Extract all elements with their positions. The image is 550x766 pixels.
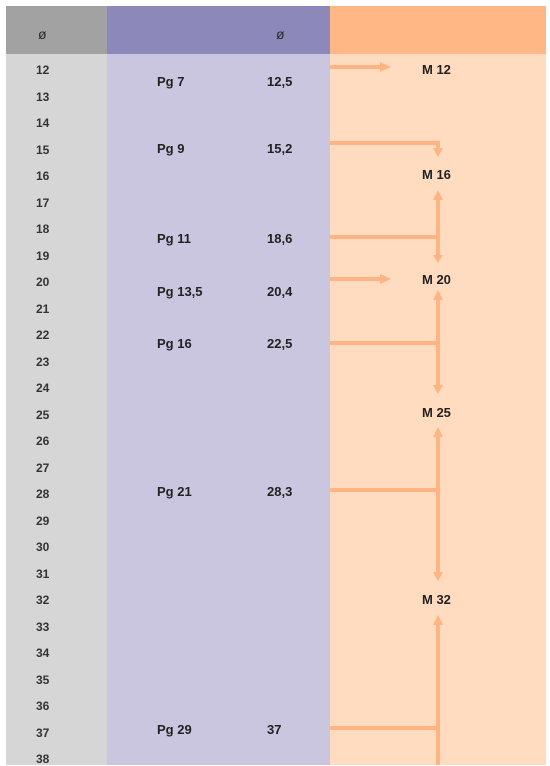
arrow-head-icon — [433, 190, 443, 200]
pg29-connector-line — [330, 726, 440, 730]
size-number: 16 — [36, 169, 50, 183]
pg-thread-label: Pg 21 — [157, 484, 192, 499]
metric-column-header — [330, 6, 546, 54]
size-number: 14 — [36, 116, 50, 130]
pg-thread-label: Pg 29 — [157, 722, 192, 737]
size-number: 36 — [36, 699, 50, 713]
size-number: 35 — [36, 673, 50, 687]
pg-thread-diameter: 15,2 — [267, 141, 293, 156]
size-diameter-symbol: ø — [38, 26, 47, 42]
size-number: 17 — [36, 196, 50, 210]
pg-thread-diameter: 20,4 — [267, 284, 293, 299]
size-number: 38 — [36, 752, 50, 766]
pg-thread-diameter: 22,5 — [267, 336, 293, 351]
pg-thread-column — [107, 6, 330, 765]
size-number: 26 — [36, 434, 50, 448]
arrow-head-icon — [433, 385, 443, 394]
size-number: 12 — [36, 63, 50, 77]
metric-thread-label: M 20 — [422, 272, 451, 287]
size-number: 37 — [36, 726, 50, 740]
pg9-connector-line — [330, 141, 436, 145]
pg21-connector-line — [330, 488, 440, 492]
pg16-connector-line — [330, 341, 440, 345]
size-number: 22 — [36, 328, 50, 342]
arrow-head-icon — [433, 572, 443, 581]
pg-thread-diameter: 18,6 — [267, 231, 293, 246]
pg-column-header: ø — [107, 6, 330, 54]
size-number: 21 — [36, 302, 50, 316]
metric-thread-label: M 16 — [422, 167, 451, 182]
size-number: 30 — [36, 540, 50, 554]
pg11-connector-line — [330, 235, 440, 239]
pg-thread-label: Pg 9 — [157, 141, 185, 156]
size-column-header: ø — [6, 6, 107, 54]
pg-thread-label: Pg 16 — [157, 336, 192, 351]
arrow-head-icon — [433, 148, 443, 157]
size-number: 18 — [36, 222, 50, 236]
size-number: 31 — [36, 567, 50, 581]
pg-thread-diameter: 12,5 — [267, 74, 293, 89]
arrow-head-icon — [380, 274, 391, 284]
size-number: 15 — [36, 143, 50, 157]
pg13-connector-line — [330, 277, 380, 281]
pg7-connector-line — [330, 65, 380, 69]
size-number: 33 — [36, 620, 50, 634]
size-number: 23 — [36, 355, 50, 369]
pg-thread-label: Pg 7 — [157, 74, 185, 89]
size-number: 24 — [36, 381, 50, 395]
m25-vertical-line — [436, 437, 440, 572]
m32-vertical-line — [436, 625, 440, 765]
size-number: 34 — [36, 646, 50, 660]
pg-thread-diameter: 28,3 — [267, 484, 293, 499]
size-number: 19 — [36, 249, 50, 263]
size-number: 27 — [36, 461, 50, 475]
size-column — [6, 6, 107, 765]
pg-diameter-symbol: ø — [276, 26, 285, 42]
size-number: 25 — [36, 408, 50, 422]
pg-thread-label: Pg 11 — [157, 231, 191, 246]
arrow-head-icon — [433, 615, 443, 625]
arrow-head-icon — [433, 427, 443, 437]
metric-thread-label: M 25 — [422, 405, 451, 420]
pg-thread-diameter: 37 — [267, 722, 282, 737]
pg-thread-label: Pg 13,5 — [157, 284, 203, 299]
size-number: 29 — [36, 514, 50, 528]
arrow-head-icon — [380, 62, 391, 72]
size-number: 32 — [36, 593, 50, 607]
size-number: 20 — [36, 275, 50, 289]
pg9-connector-drop — [436, 141, 440, 149]
arrow-head-icon — [433, 290, 443, 300]
m16-vertical-line — [436, 200, 440, 255]
size-number: 28 — [36, 487, 50, 501]
size-number: 13 — [36, 90, 50, 104]
arrow-head-icon — [433, 255, 443, 263]
metric-thread-label: M 32 — [422, 592, 451, 607]
metric-thread-label: M 12 — [422, 62, 451, 77]
